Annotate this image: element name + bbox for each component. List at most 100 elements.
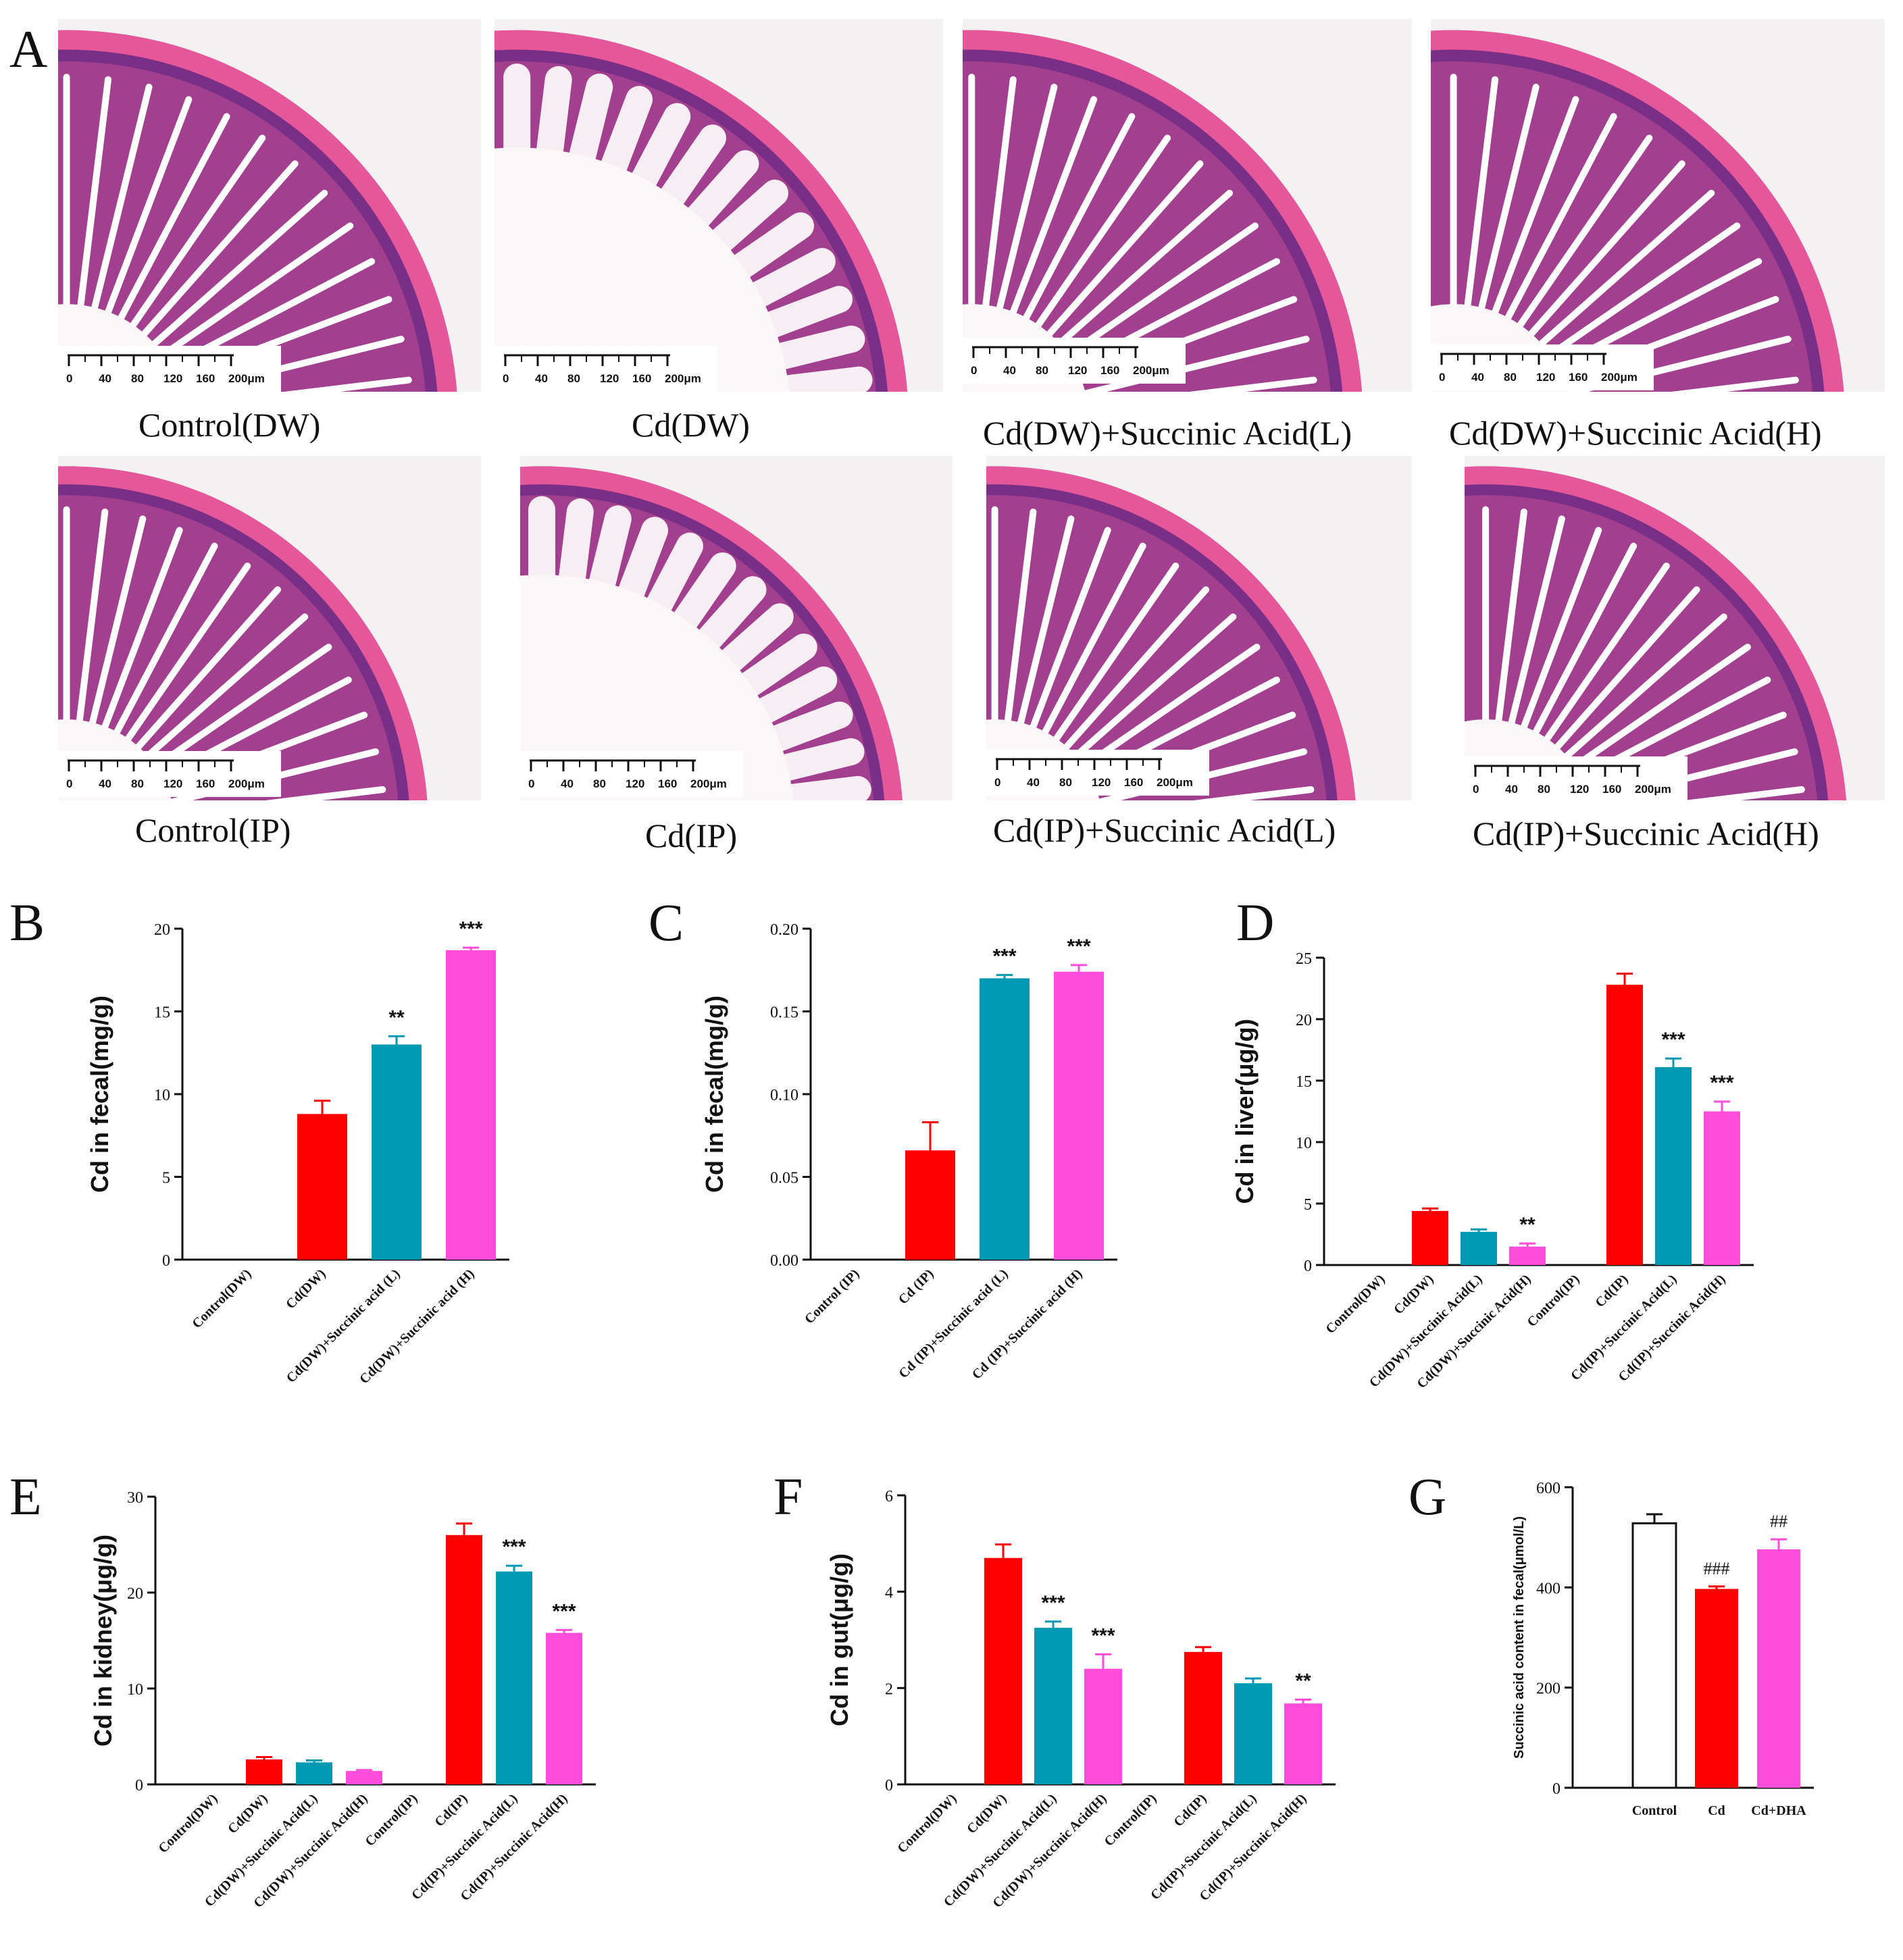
y-axis-label: Cd in fecal(mg/g) xyxy=(86,996,113,1193)
y-tick-label: 400 xyxy=(1536,1580,1561,1597)
scale-label: 0 xyxy=(1473,783,1479,796)
y-tick-label: 4 xyxy=(885,1584,893,1602)
x-tick-label: Control(IP) xyxy=(1525,1272,1583,1330)
y-tick-label: 0.20 xyxy=(770,921,798,939)
significance-marker: ** xyxy=(1519,1214,1536,1236)
x-tick-label: Control(IP) xyxy=(363,1791,421,1849)
chart-b: B 0 5 10 15 20 Cd in fecal(mg/g) Control(DW) Cd(… xyxy=(9,893,509,1387)
scale-label: 0 xyxy=(528,777,534,790)
significance-marker: ### xyxy=(1704,1559,1730,1578)
bar-f-6 xyxy=(1184,1651,1222,1784)
y-tick-label: 2 xyxy=(885,1680,893,1698)
bar-b-4 xyxy=(446,950,496,1260)
y-axis-label: Cd in fecal(mg/g) xyxy=(701,996,728,1193)
bar-d-3 xyxy=(1461,1231,1497,1265)
panel-a-letter: A xyxy=(9,20,48,78)
y-tick-label: 0 xyxy=(1304,1258,1312,1275)
scale-label: 200μm xyxy=(228,777,265,790)
x-tick-label: Cd(DW) xyxy=(1391,1272,1436,1317)
y-tick-label: 0 xyxy=(1552,1780,1561,1798)
y-axis-label: Succinic acid content in fecal(μmol/L) xyxy=(1512,1516,1527,1759)
bar-g-2 xyxy=(1695,1589,1738,1788)
scale-label: 160 xyxy=(196,777,215,790)
bar-c-3 xyxy=(980,978,1030,1260)
bar-g-3 xyxy=(1757,1549,1800,1788)
bar-e-8 xyxy=(546,1632,582,1784)
x-tick-label: Cd(IP) xyxy=(432,1791,470,1830)
scale-label: 160 xyxy=(1602,783,1621,796)
scale-label: 200μm xyxy=(665,372,701,385)
histology-caption: Cd(DW) xyxy=(632,406,750,444)
y-tick-label: 0 xyxy=(135,1777,143,1795)
scale-label: 40 xyxy=(561,777,574,790)
bar-e-2 xyxy=(246,1759,282,1784)
scale-label: 0 xyxy=(1439,371,1445,384)
x-tick-label: Cd(IP) xyxy=(1171,1791,1209,1830)
bar-d-8 xyxy=(1704,1111,1740,1265)
y-tick-label: 200 xyxy=(1536,1680,1561,1698)
scale-label: 120 xyxy=(1570,783,1589,796)
y-axis-label: Cd in liver(μg/g) xyxy=(1231,1018,1259,1204)
significance-marker: ** xyxy=(1295,1670,1311,1692)
x-tick-label: Cd xyxy=(1708,1803,1725,1818)
histology-caption: Cd(IP)+Succinic Acid(L) xyxy=(993,811,1336,849)
scale-label: 80 xyxy=(131,372,144,385)
panel-letter: G xyxy=(1409,1467,1446,1526)
histology-caption: Cd(IP)+Succinic Acid(H) xyxy=(1473,815,1819,852)
scale-label: 120 xyxy=(626,777,644,790)
scale-label: 0 xyxy=(503,372,509,385)
y-tick-label: 20 xyxy=(127,1585,143,1603)
significance-marker: ** xyxy=(388,1006,405,1029)
x-tick-label: Control xyxy=(1632,1803,1677,1818)
x-tick-label: Cd+DHA xyxy=(1751,1803,1806,1818)
bar-f-2 xyxy=(984,1557,1022,1784)
significance-marker: *** xyxy=(552,1600,576,1622)
panel-letter: F xyxy=(773,1467,803,1526)
scale-label: 80 xyxy=(1504,371,1517,384)
x-tick-label: Cd(DW) xyxy=(283,1266,328,1312)
x-tick-label: Cd (IP) xyxy=(896,1266,937,1308)
y-tick-label: 15 xyxy=(1296,1073,1312,1091)
histology-caption: Control(DW) xyxy=(138,406,321,444)
scale-bar: 0 40 80 120 160 200μm xyxy=(1465,756,1688,802)
scale-bar: 0 40 80 120 160 200μm xyxy=(520,751,743,797)
x-tick-label: Control (IP) xyxy=(802,1266,863,1327)
y-tick-label: 5 xyxy=(162,1170,170,1187)
scale-label: 200μm xyxy=(690,777,727,790)
scale-label: 80 xyxy=(1036,364,1048,377)
y-tick-label: 10 xyxy=(127,1681,143,1699)
bar-f-4 xyxy=(1084,1668,1122,1784)
significance-marker: *** xyxy=(1661,1029,1685,1051)
scale-label: 160 xyxy=(1100,364,1119,377)
scale-bar: 0 40 80 120 160 200μm xyxy=(986,750,1209,796)
panel-letter: E xyxy=(9,1467,42,1526)
scale-label: 40 xyxy=(535,372,548,385)
y-axis-label: Cd in gut(μg/g) xyxy=(826,1553,853,1726)
significance-marker: *** xyxy=(1041,1592,1065,1614)
histology-caption: Control(IP) xyxy=(135,811,291,849)
scale-label: 40 xyxy=(1471,371,1484,384)
x-tick-label: Cd(DW) xyxy=(225,1791,270,1836)
significance-marker: *** xyxy=(992,946,1016,968)
y-tick-label: 10 xyxy=(154,1087,170,1104)
x-tick-label: Cd(IP) xyxy=(1592,1272,1631,1310)
scale-label: 0 xyxy=(66,777,72,790)
y-axis-label: Cd in kidney(μg/g) xyxy=(89,1535,117,1747)
panel-letter: C xyxy=(649,893,684,952)
scale-label: 200μm xyxy=(1635,783,1671,796)
significance-marker: *** xyxy=(1091,1624,1115,1647)
scale-label: 80 xyxy=(1059,776,1072,789)
scale-label: 40 xyxy=(99,777,111,790)
scale-bar: 0 40 80 120 160 200μm xyxy=(58,751,281,797)
scale-label: 120 xyxy=(163,777,182,790)
x-tick-label: Control(DW) xyxy=(894,1791,959,1856)
scale-label: 160 xyxy=(196,372,215,385)
significance-marker: *** xyxy=(1710,1072,1733,1094)
y-tick-label: 0.10 xyxy=(770,1087,798,1104)
y-tick-label: 0.05 xyxy=(770,1170,798,1187)
scale-bar: 0 40 80 120 160 200μm xyxy=(963,338,1186,384)
y-tick-label: 0 xyxy=(885,1777,893,1795)
scale-bar: 0 40 80 120 160 200μm xyxy=(58,346,281,392)
histology-image-3 xyxy=(963,19,1412,392)
scale-label: 40 xyxy=(99,372,111,385)
